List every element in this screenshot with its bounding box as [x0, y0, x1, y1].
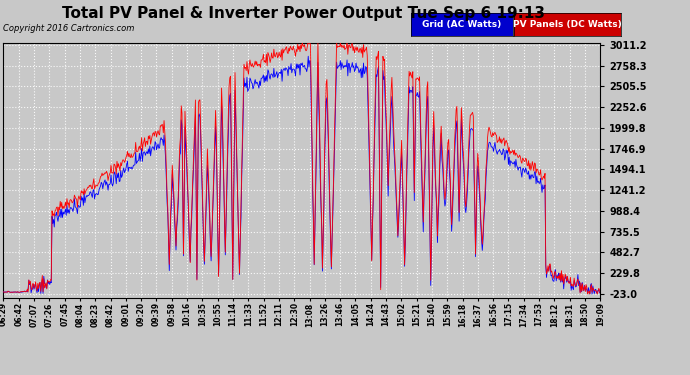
Text: Total PV Panel & Inverter Power Output Tue Sep 6 19:13: Total PV Panel & Inverter Power Output T… [62, 6, 545, 21]
Text: Grid (AC Watts): Grid (AC Watts) [422, 20, 501, 29]
Text: PV Panels (DC Watts): PV Panels (DC Watts) [513, 20, 622, 29]
Text: Copyright 2016 Cartronics.com: Copyright 2016 Cartronics.com [3, 24, 135, 33]
